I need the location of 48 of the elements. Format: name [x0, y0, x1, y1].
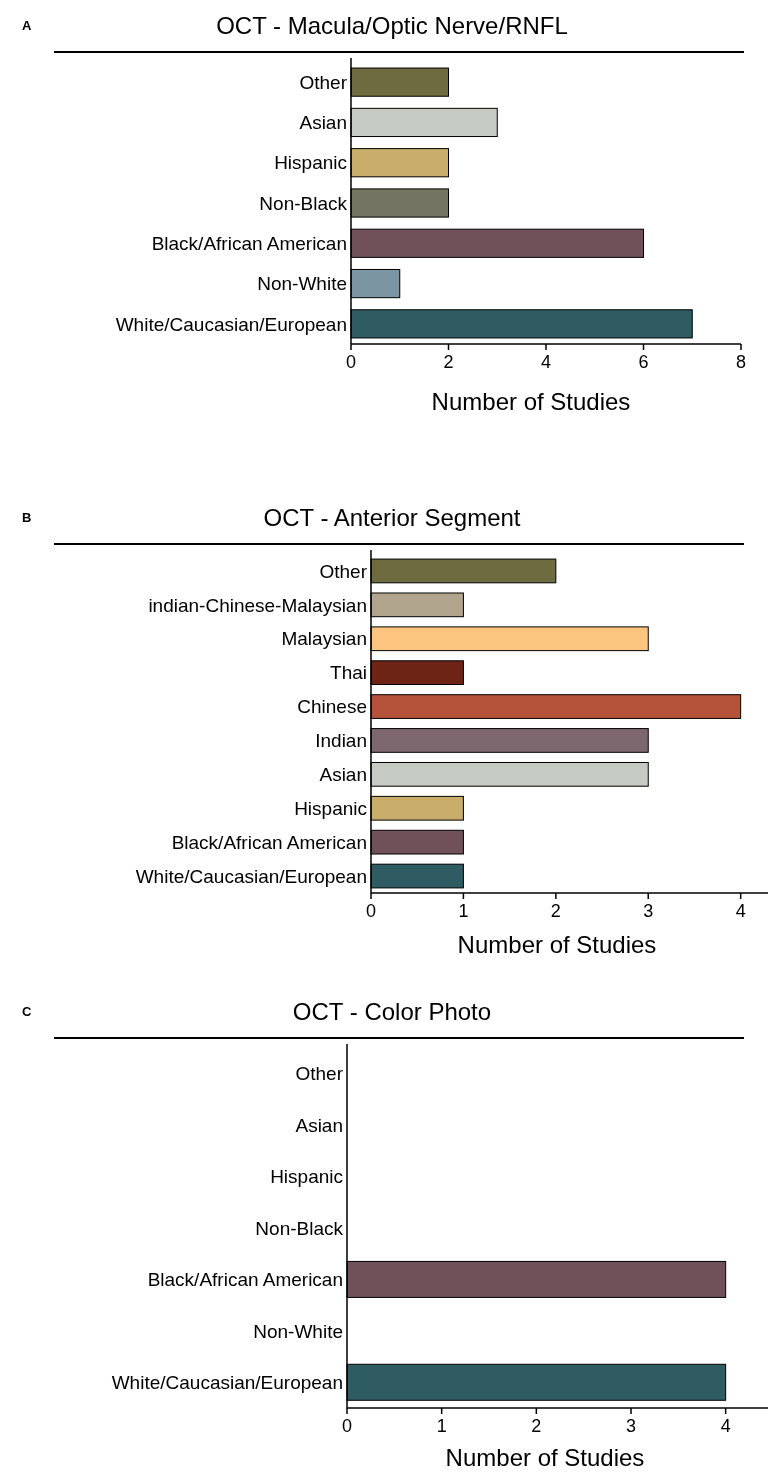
x-tick-label: 3 [643, 901, 654, 921]
text: B [22, 510, 32, 525]
y-tick-label: Non-White [253, 1320, 343, 1342]
y-tick-label: Hispanic [270, 1166, 343, 1188]
x-axis-title: Number of Studies [431, 388, 631, 415]
y-tick-label: Non-Black [255, 1217, 344, 1239]
y-tick-label: Asian [319, 764, 367, 785]
x-tick-label: 0 [345, 352, 357, 372]
y-tick-label: Black/African American [147, 1269, 343, 1291]
x-tick-label: 4 [540, 352, 552, 372]
chart-title: OCT - Anterior Segment [263, 504, 521, 531]
y-tick-label: Asian [299, 112, 347, 134]
y-tick-label: White/Caucasian/European [115, 313, 347, 335]
x-axis-title: Number of Studies [445, 1444, 645, 1471]
y-tick-label: White/Caucasian/European [135, 865, 367, 887]
y-tick-label: Asian [295, 1114, 343, 1136]
x-tick-label: 2 [443, 352, 454, 372]
y-tick-label: White/Caucasian/European [111, 1371, 343, 1393]
x-tick-label: 2 [531, 1416, 542, 1436]
y-tick-label: Non-White [257, 273, 347, 295]
x-tick-label: 3 [625, 1416, 637, 1436]
x-tick-label: 1 [436, 1416, 447, 1436]
text: C [22, 1004, 32, 1019]
chart-title: OCT - Color Photo [292, 998, 492, 1025]
y-tick-label: Other [295, 1063, 344, 1085]
x-tick-label: 0 [341, 1416, 353, 1436]
y-tick-label: Hispanic [294, 797, 367, 819]
x-tick-label: 4 [720, 1416, 731, 1436]
y-tick-label: Black/African American [171, 831, 367, 853]
y-tick-label: Hispanic [274, 152, 347, 174]
y-tick-label: Thai [330, 662, 367, 684]
y-tick-label: indian-Chinese-Malaysian [148, 594, 367, 616]
x-tick-label: 0 [365, 901, 377, 921]
x-tick-label: 8 [735, 352, 747, 372]
y-tick-label: Non-Black [259, 192, 348, 214]
x-axis-title: Number of Studies [457, 931, 657, 958]
chart-title: OCT - Macula/Optic Nerve/RNFL [216, 12, 568, 39]
y-tick-label: Chinese [297, 696, 367, 718]
y-tick-label: Malaysian [281, 628, 367, 650]
x-tick-label: 6 [638, 352, 649, 372]
y-tick-label: Other [299, 71, 348, 93]
x-tick-label: 1 [458, 901, 469, 921]
y-tick-label: Other [319, 560, 368, 582]
y-tick-label: Black/African American [151, 232, 347, 254]
x-tick-label: 2 [550, 901, 561, 921]
y-tick-label: Indian [315, 730, 367, 752]
x-tick-label: 4 [735, 901, 746, 921]
text: A [22, 18, 32, 33]
